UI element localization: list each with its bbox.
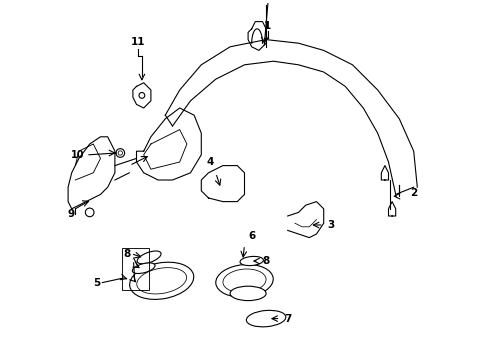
Ellipse shape: [129, 262, 193, 300]
Ellipse shape: [215, 265, 273, 297]
Text: 2: 2: [409, 188, 416, 198]
Text: 8: 8: [123, 249, 131, 259]
Ellipse shape: [230, 286, 265, 301]
Text: 7: 7: [284, 314, 291, 324]
Ellipse shape: [240, 256, 263, 266]
Text: 6: 6: [247, 231, 255, 241]
Ellipse shape: [246, 310, 285, 327]
Ellipse shape: [223, 269, 265, 293]
Text: 5: 5: [93, 278, 101, 288]
Text: 10: 10: [71, 150, 84, 160]
Text: 9: 9: [67, 209, 74, 219]
Text: 11: 11: [131, 37, 145, 47]
Text: 8: 8: [262, 256, 269, 266]
Ellipse shape: [137, 267, 186, 294]
Text: 3: 3: [326, 220, 334, 230]
Text: 4: 4: [206, 157, 214, 167]
Text: 1: 1: [264, 21, 271, 31]
Ellipse shape: [132, 263, 155, 274]
Ellipse shape: [137, 251, 161, 264]
